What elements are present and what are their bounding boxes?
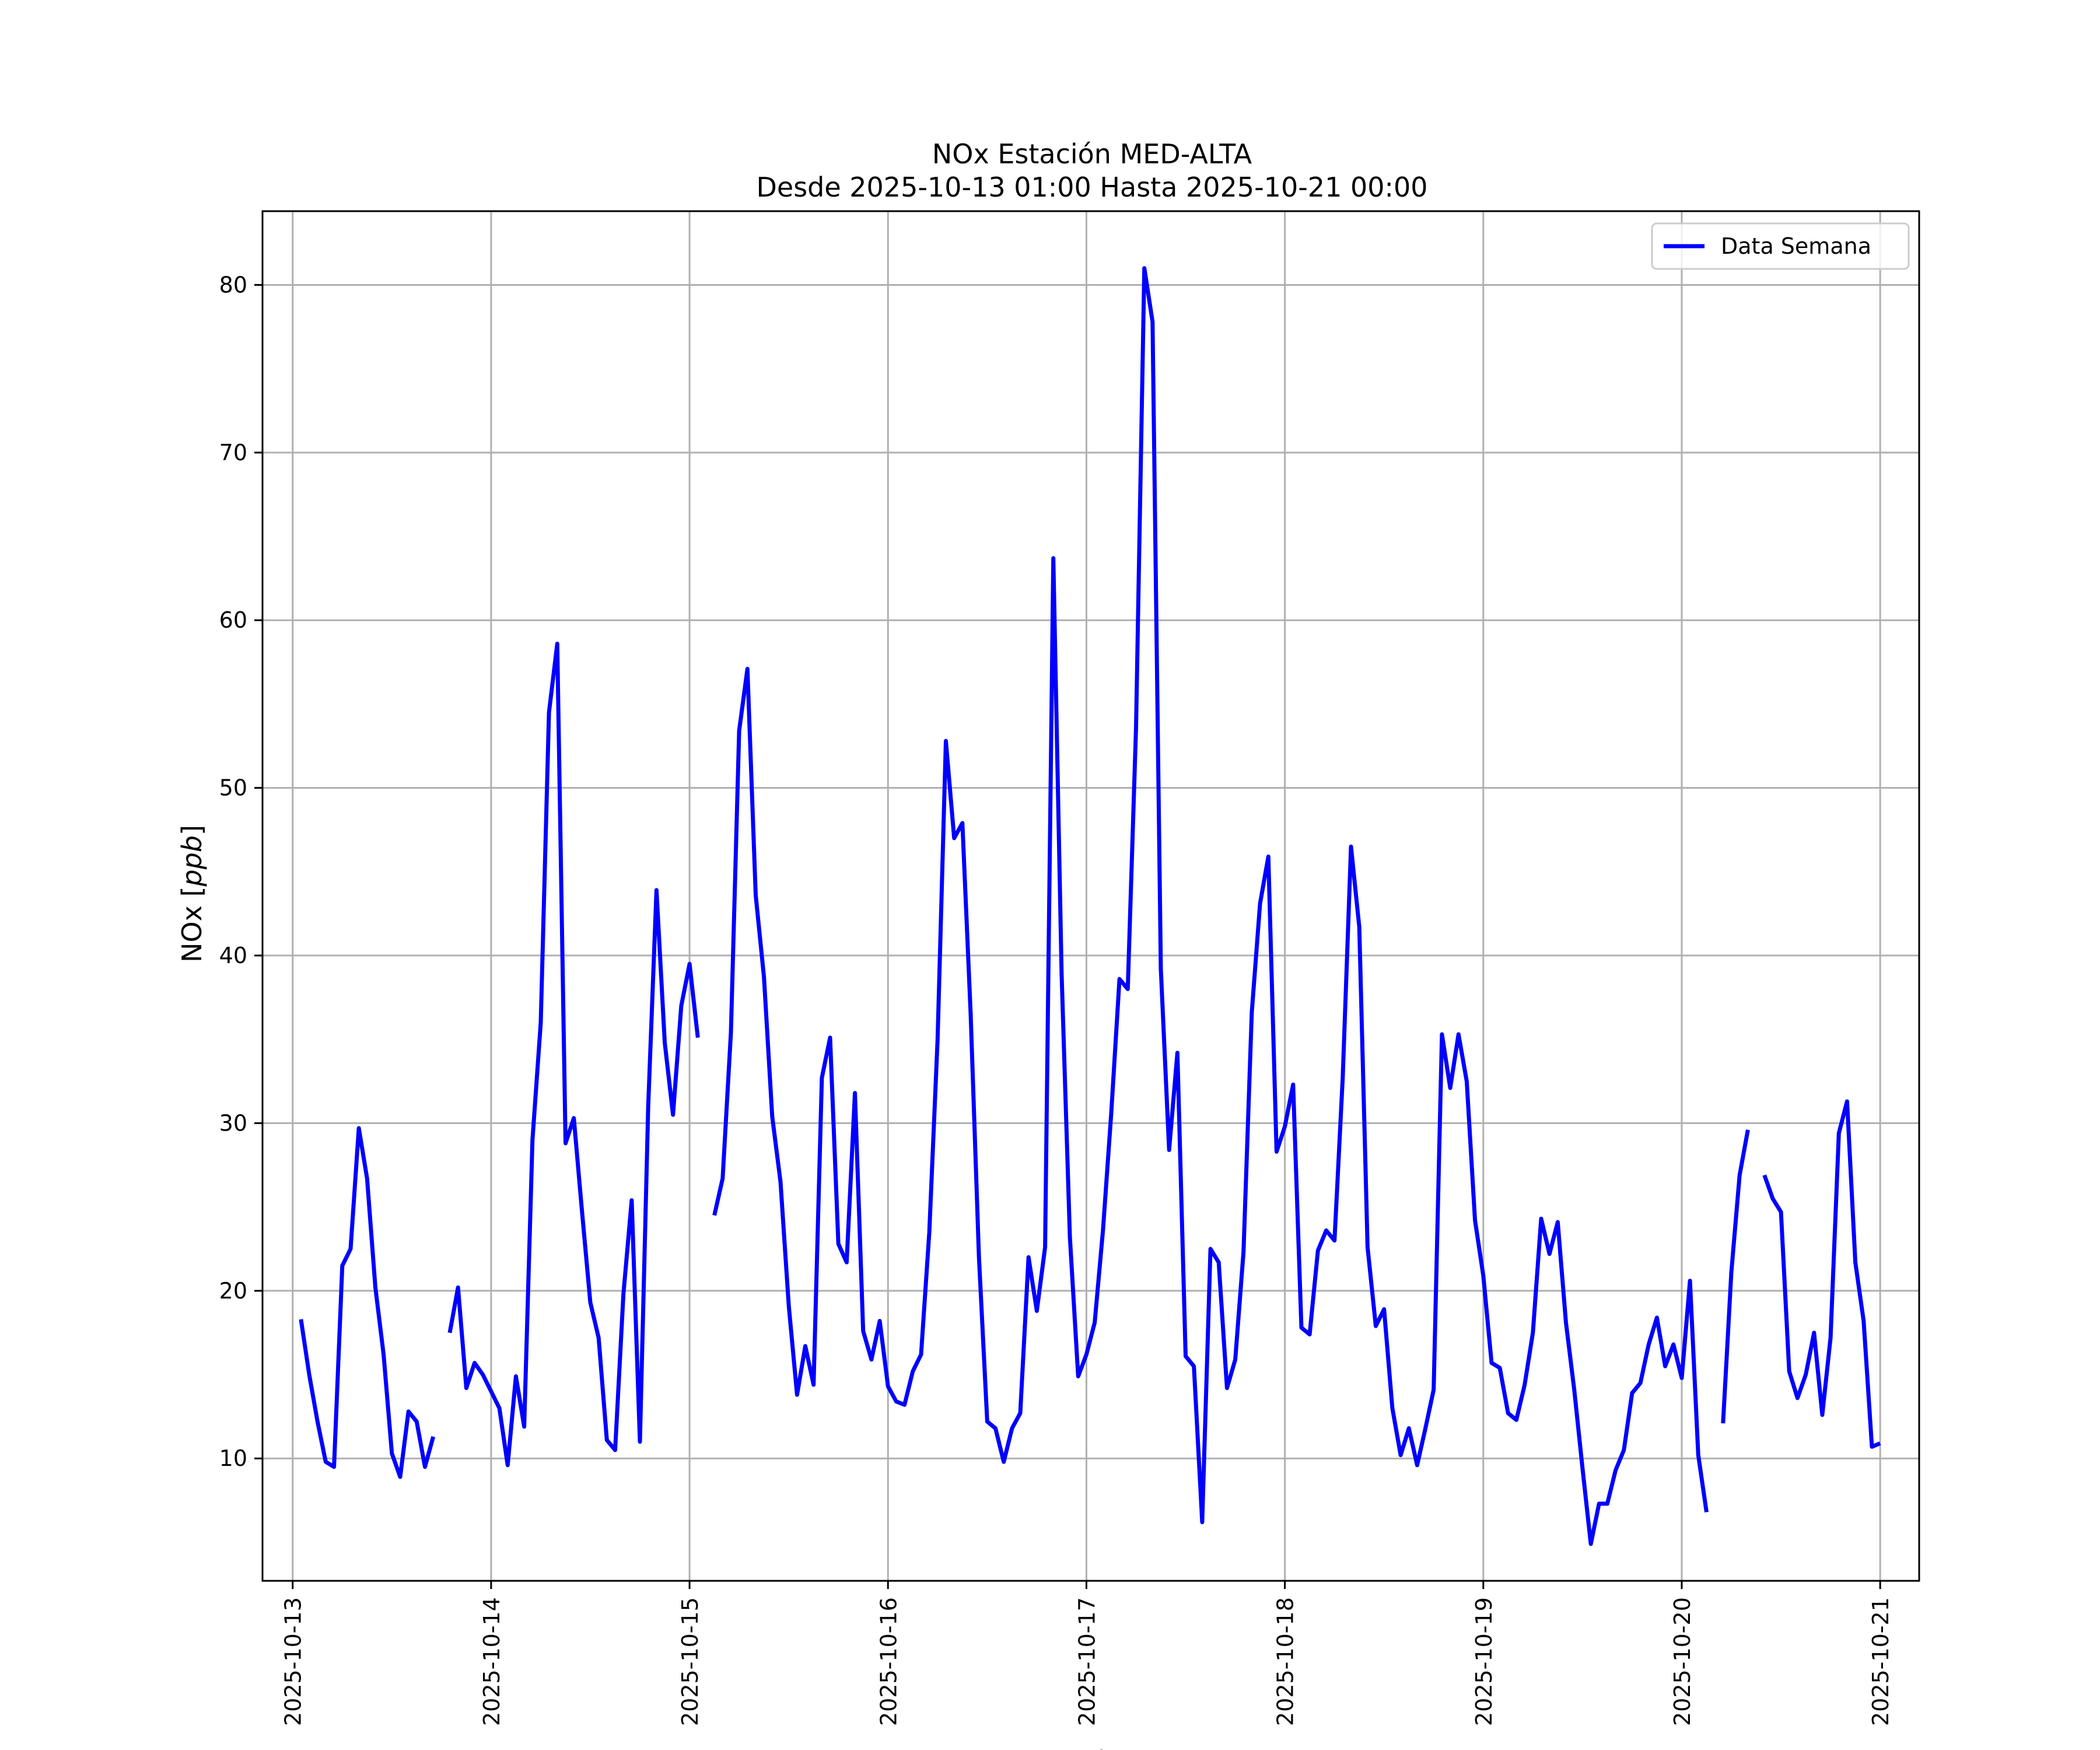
grid (262, 211, 1919, 1581)
y-tick-label: 20 (219, 1278, 247, 1304)
plot-frame (261, 210, 1920, 1582)
legend-box (1651, 222, 1910, 270)
y-axis-label: NOx [ppb] (176, 825, 208, 963)
x-tick-label: 2025-10-17 (1074, 1597, 1100, 1726)
y-tick-label: 50 (219, 775, 247, 801)
y-tick-label: 10 (219, 1446, 247, 1471)
x-tick-label: 2025-10-16 (876, 1597, 901, 1726)
y-tick-label: 70 (219, 440, 247, 466)
series-line (1721, 1129, 1750, 1424)
chart-subtitle: Desde 2025-10-13 01:00 Hasta 2025-10-21 … (756, 172, 1427, 203)
x-axis-ticks: 2025-10-13 2025-10-14 2025-10-15 2025-10-16… (281, 1581, 1894, 1726)
chart-title: NOx Estación MED-ALTA (932, 138, 1252, 170)
x-tick-label: 2025-10-18 (1273, 1597, 1298, 1726)
legend: Data Semana (1651, 222, 1910, 270)
y-tick-label: 80 (219, 272, 247, 298)
x-axis-label: Fecha (1053, 1745, 1132, 1750)
x-tick-label: 2025-10-13 (281, 1597, 306, 1726)
x-tick-label: 2025-10-21 (1868, 1597, 1894, 1726)
series-line (447, 642, 700, 1468)
legend-label: Data Semana (1721, 233, 1871, 259)
series-line (1762, 1099, 1881, 1449)
y-tick-label: 60 (219, 607, 247, 633)
series-line (299, 1126, 436, 1479)
x-tick-label: 2025-10-14 (479, 1597, 505, 1726)
x-tick-label: 2025-10-15 (677, 1597, 703, 1726)
y-axis-ticks: 10 20 30 40 50 60 70 80 (219, 272, 262, 1471)
y-tick-label: 40 (219, 943, 247, 968)
x-tick-label: 2025-10-20 (1670, 1597, 1695, 1726)
y-tick-label: 30 (219, 1110, 247, 1136)
x-tick-label: 2025-10-19 (1471, 1597, 1497, 1726)
series-layer (299, 266, 1881, 1546)
series-line (712, 266, 1709, 1546)
